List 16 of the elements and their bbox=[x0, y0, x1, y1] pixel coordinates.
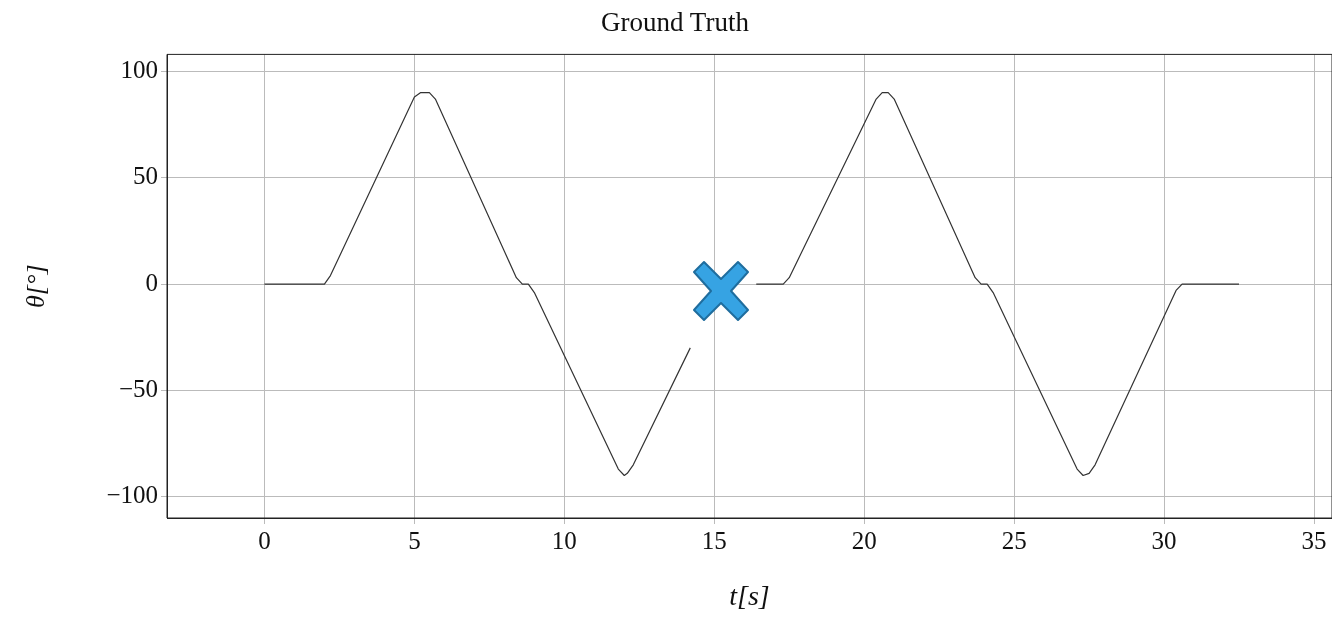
x-tick-label: 10 bbox=[551, 526, 577, 554]
x-tick-label: 15 bbox=[701, 526, 727, 554]
x-tick-label: 30 bbox=[1151, 526, 1177, 554]
y-tick-label: 100 bbox=[120, 55, 158, 83]
x-tick-label: 5 bbox=[408, 526, 421, 554]
x-tick-label: 0 bbox=[258, 526, 271, 554]
y-axis-title: θ[°] bbox=[21, 264, 51, 308]
y-tick-label: 0 bbox=[145, 268, 158, 296]
x-tick-label: 35 bbox=[1301, 526, 1327, 554]
y-tick-label: −100 bbox=[106, 481, 158, 509]
x-tick-label: 25 bbox=[1001, 526, 1027, 554]
y-tick-label: 50 bbox=[133, 162, 158, 190]
y-tick-label: −50 bbox=[118, 374, 158, 402]
chart-title: Ground Truth bbox=[601, 7, 750, 38]
x-axis-title: t[s] bbox=[729, 579, 770, 611]
x-tick-label: 20 bbox=[851, 526, 877, 554]
